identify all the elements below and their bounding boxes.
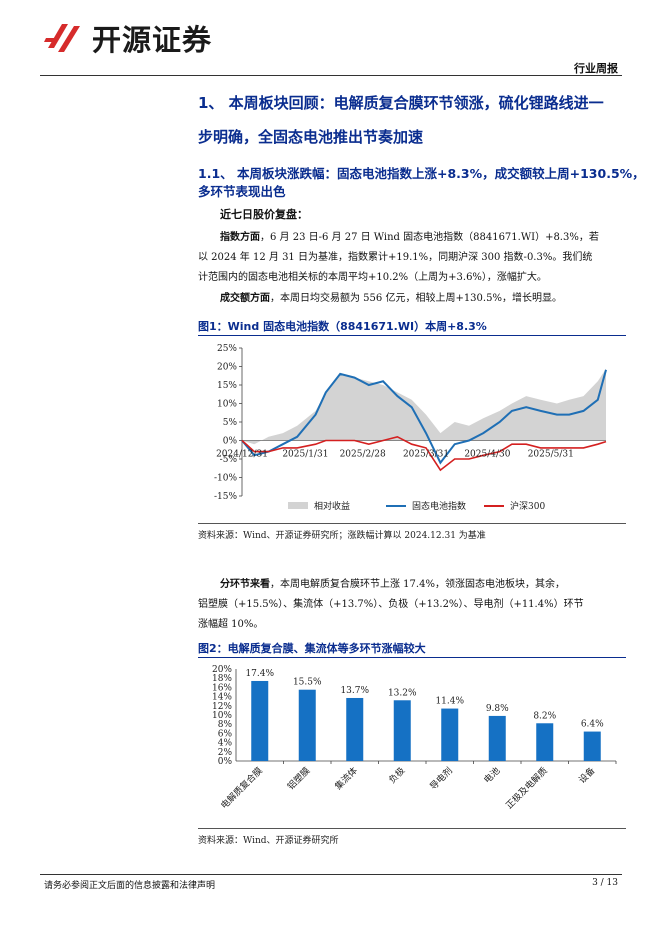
series-relative-return-area <box>242 368 606 445</box>
y-tick-label: -5% <box>220 455 238 465</box>
y-tick-label: 20% <box>212 665 232 675</box>
x-category-label: 正极及电解质 <box>503 765 550 812</box>
bar-data-label: 9.8% <box>486 704 509 714</box>
x-tick-label: 2025/4/30 <box>464 450 510 460</box>
y-tick-label: 12% <box>212 702 232 712</box>
brand-name: 开源证券 <box>92 23 213 57</box>
bar <box>393 700 411 761</box>
series-solid-battery-index-line <box>241 369 607 465</box>
bar <box>583 731 601 761</box>
recap-title: 近七日股价复盘： <box>220 208 308 221</box>
segments-line2: 铝塑膜（+15.5%）、集流体（+13.7%）、负极（+13.2%）、导电剂（+… <box>198 599 584 610</box>
x-category-label: 集流体 <box>332 765 360 793</box>
footer-divider <box>40 874 622 875</box>
y-tick-label: 2% <box>218 748 233 758</box>
footer-disclaimer: 请务必参阅正文后面的信息披露和法律声明 <box>44 881 216 891</box>
x-category-label: 铝塑膜 <box>285 765 313 793</box>
figure2-source: 资料来源：Wind、开源证券研究所 <box>198 836 339 846</box>
bar-data-label: 6.4% <box>581 720 604 730</box>
index-line3: 计范围内的固态电池相关标的本周平均+10.2%（上周为+3.6%），涨幅扩大。 <box>198 272 547 283</box>
segments-paragraph: 分环节来看，本周电解质复合膜环节上涨 17.4%，领涨固态电池板块，其余， 铝塑… <box>198 575 626 635</box>
subsection-heading-line1: 1.1、 本周板块涨跌幅：固态电池指数上涨+8.3%，成交额较上周+130.5%… <box>198 166 645 181</box>
figure2-title: 图2：电解质复合膜、集流体等多环节涨幅较大 <box>198 642 426 655</box>
bar-data-label: 13.2% <box>388 688 417 698</box>
index-line2: 以 2024 年 12 月 31 日为基准，指数累计+19.1%，同期沪深 30… <box>198 252 593 263</box>
bar <box>441 708 459 761</box>
y-tick-label: -15% <box>214 492 237 502</box>
bar <box>346 697 364 761</box>
index-line1: ，6 月 23 日-6 月 27 日 Wind 固态电池指数（8841671.W… <box>260 232 599 243</box>
x-tick-label: 2025/5/31 <box>528 450 574 460</box>
y-tick-label: 10% <box>212 711 232 721</box>
figure2-top-rule <box>198 657 626 658</box>
bar-data-label: 13.7% <box>340 686 369 696</box>
segments-line3: 涨幅超 10%。 <box>198 619 264 630</box>
figure1-top-rule <box>198 335 626 336</box>
brand-logo-icon <box>44 24 80 52</box>
y-tick-label: 20% <box>217 363 237 373</box>
y-tick-label: 16% <box>212 683 232 693</box>
y-tick-label: 25% <box>217 344 237 354</box>
y-tick-label: 0% <box>218 757 233 767</box>
bar-data-label: 17.4% <box>245 669 274 679</box>
y-tick-label: -10% <box>214 474 237 484</box>
y-tick-label: 6% <box>218 729 233 739</box>
figure1-bottom-rule <box>198 523 626 524</box>
document-type: 行业周报 <box>574 62 618 75</box>
page-number: 3 / 13 <box>592 878 618 888</box>
header-divider <box>40 75 622 76</box>
section-heading-line2: 步明确，全固态电池推出节奏加速 <box>198 128 424 146</box>
volume-paragraph: 成交额方面，本周日均交易额为 556 亿元，相较上周+130.5%，增长明显。 <box>198 289 626 309</box>
y-tick-label: 0% <box>223 437 238 447</box>
x-tick-label: 2025/1/31 <box>282 450 328 460</box>
legend-swatch-relative-return <box>288 502 308 509</box>
bar-data-label: 15.5% <box>293 678 322 688</box>
y-tick-label: 4% <box>218 739 233 749</box>
section-heading-line1: 1、 本周板块回顾：电解质复合膜环节领涨，硫化锂路线进一 <box>198 94 604 112</box>
x-category-label: 设备 <box>576 765 597 786</box>
volume-text: ，本周日均交易额为 556 亿元，相较上周+130.5%，增长明显。 <box>270 293 562 304</box>
figure2-bar-chart: 20%18%16%14%12%10%8%6%4%2%0% 17.4% 电解质复合膜 1… <box>212 665 617 812</box>
figure2-bottom-rule <box>198 828 626 829</box>
x-tick-label: 2025/3/31 <box>403 450 449 460</box>
x-category-label: 电池 <box>481 765 502 786</box>
x-category-label: 导电剂 <box>427 765 455 793</box>
x-tick-label: 2025/2/28 <box>340 450 386 460</box>
figure1-title: 图1：Wind 固态电池指数（8841671.WI）本周+8.3% <box>198 320 487 333</box>
index-paragraph: 指数方面，6 月 23 日-6 月 27 日 Wind 固态电池指数（88416… <box>198 228 626 288</box>
volume-lead: 成交额方面 <box>220 293 270 304</box>
bar <box>536 723 554 761</box>
series-csi300-line <box>241 435 607 472</box>
y-tick-label: 5% <box>223 418 238 428</box>
y-tick-label: 15% <box>217 381 237 391</box>
bar-data-label: 11.4% <box>435 697 464 707</box>
figure1-source: 资料来源：Wind、开源证券研究所；涨跌幅计算以 2024.12.31 为基准 <box>198 531 486 541</box>
bar-data-label: 8.2% <box>533 711 556 721</box>
legend-label: 固态电池指数 <box>412 500 466 512</box>
y-tick-label: 18% <box>212 674 232 684</box>
y-tick-label: 10% <box>217 400 237 410</box>
legend-label: 沪深300 <box>510 500 545 512</box>
bar <box>251 680 269 761</box>
x-tick-label: 2024/12/31 <box>216 450 268 460</box>
y-tick-label: 14% <box>212 693 232 703</box>
segments-line1: ，本周电解质复合膜环节上涨 17.4%，领涨固态电池板块，其余， <box>270 579 565 590</box>
bar <box>488 715 506 761</box>
bar <box>298 689 316 761</box>
subsection-heading-line2: 多环节表现出色 <box>198 184 286 199</box>
index-lead: 指数方面 <box>220 232 260 243</box>
segments-lead: 分环节来看 <box>220 579 270 590</box>
x-category-label: 负极 <box>386 765 407 786</box>
x-category-label: 电解质复合膜 <box>218 765 265 812</box>
legend-label: 相对收益 <box>314 500 350 512</box>
y-tick-label: 8% <box>218 720 233 730</box>
figure1-line-chart: 25% 20% 15% 10% 5% 0% -5% -10% -15% 2024/12/31 202… <box>214 344 607 512</box>
